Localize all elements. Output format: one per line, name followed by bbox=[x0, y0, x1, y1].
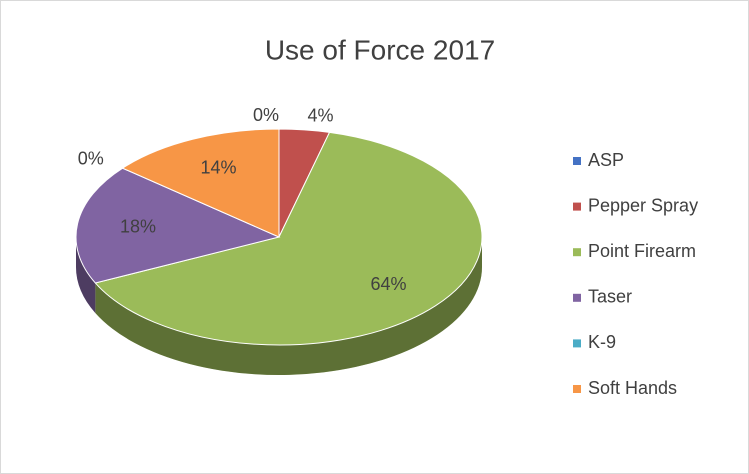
legend-swatch bbox=[573, 157, 581, 165]
data-label: 4% bbox=[307, 106, 333, 126]
chart-title: Use of Force 2017 bbox=[265, 34, 495, 65]
legend-swatch bbox=[573, 385, 581, 393]
legend-label: Point Firearm bbox=[588, 241, 696, 261]
legend-swatch bbox=[573, 339, 581, 348]
data-label: 0% bbox=[253, 105, 279, 125]
data-label: 64% bbox=[370, 274, 406, 294]
legend-label: ASP bbox=[588, 150, 624, 170]
pie-slice bbox=[94, 131, 483, 346]
pie-side-shade bbox=[76, 237, 96, 313]
pie-side bbox=[76, 237, 96, 313]
data-label: 18% bbox=[120, 216, 156, 236]
data-label: 0% bbox=[78, 149, 104, 169]
legend-label: Pepper Spray bbox=[588, 195, 698, 215]
legend-label: Soft Hands bbox=[588, 378, 677, 398]
pie-slice bbox=[121, 128, 280, 238]
legend-swatch bbox=[573, 202, 581, 211]
legend-label: Taser bbox=[588, 287, 632, 307]
legend-swatch bbox=[573, 293, 581, 302]
pie-slice bbox=[75, 167, 281, 284]
legend-swatch bbox=[573, 248, 581, 257]
legend-label: K-9 bbox=[588, 332, 616, 352]
pie-side bbox=[95, 237, 482, 375]
pie-side-shade bbox=[95, 237, 482, 375]
data-label: 14% bbox=[200, 157, 236, 177]
